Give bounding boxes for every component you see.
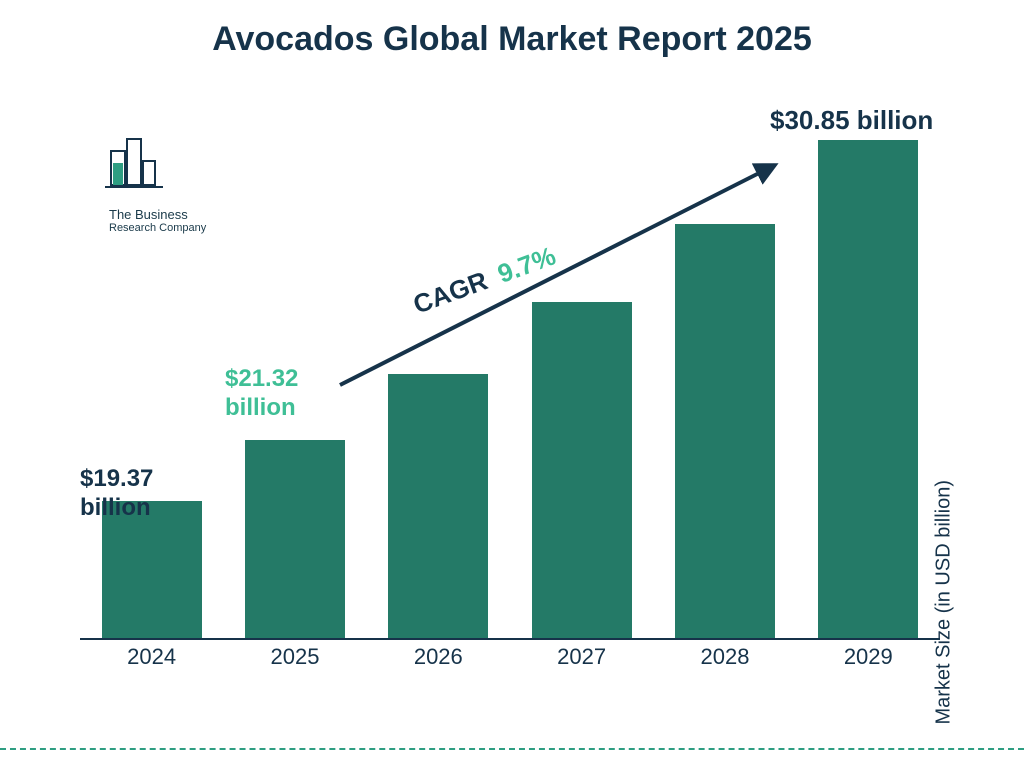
- bar-2026: [388, 374, 488, 638]
- bar-wrap: [808, 140, 928, 638]
- chart-title-text: Avocados Global Market Report 2025: [212, 20, 812, 58]
- value-label-2: $30.85 billion: [770, 105, 933, 136]
- bar-2025: [245, 440, 345, 638]
- bar-wrap: [522, 302, 642, 638]
- x-label: 2025: [235, 644, 355, 680]
- chart-title: Avocados Global Market Report 2025: [0, 20, 1024, 59]
- bar-2027: [532, 302, 632, 638]
- x-label: 2024: [92, 644, 212, 680]
- bar-wrap: [665, 224, 785, 638]
- footer-dashed-line: [0, 748, 1024, 750]
- y-axis-label: Market Size (in USD billion): [933, 480, 956, 725]
- bar-2029: [818, 140, 918, 638]
- x-label: 2027: [522, 644, 642, 680]
- value-label-1: $21.32billion: [225, 365, 298, 423]
- x-label: 2029: [808, 644, 928, 680]
- chart-area: 202420252026202720282029 Market Size (in…: [80, 120, 940, 680]
- x-label: 2028: [665, 644, 785, 680]
- value-label-0: $19.37billion: [80, 465, 153, 523]
- bar-wrap: [378, 374, 498, 638]
- x-axis-line: [80, 638, 940, 640]
- x-label: 2026: [378, 644, 498, 680]
- bars-container: [80, 120, 940, 638]
- bar-2028: [675, 224, 775, 638]
- x-axis-labels: 2024 2025 2026 2027 2028 2029: [80, 644, 940, 680]
- bar-wrap: [235, 440, 355, 638]
